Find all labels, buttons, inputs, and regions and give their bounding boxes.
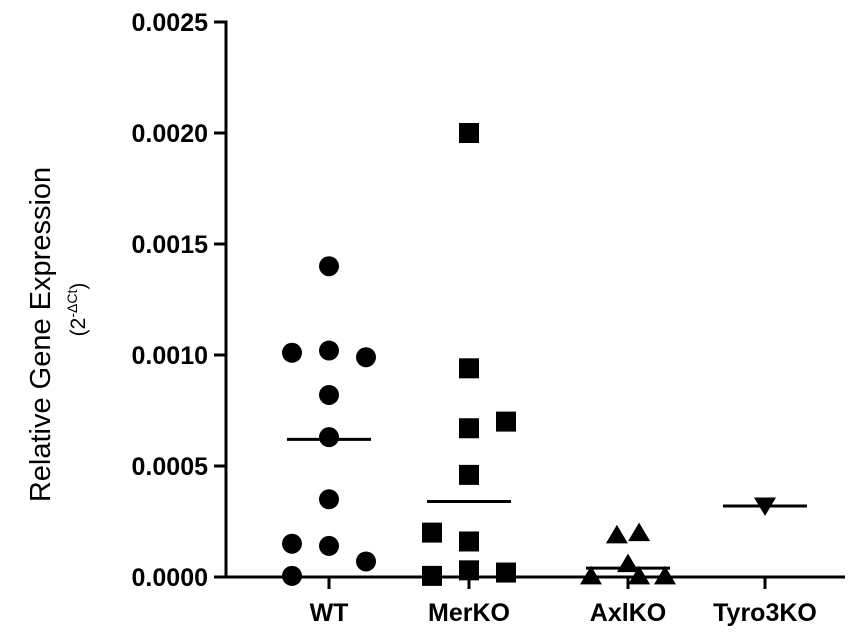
- data-point-merko: [459, 123, 479, 143]
- x-tick-label-tyro3ko: Tyro3KO: [713, 599, 817, 627]
- data-point-wt: [319, 427, 339, 448]
- data-point-merko: [459, 358, 479, 379]
- y-axis-unit-close: ): [67, 283, 90, 290]
- data-point-axlko: [580, 565, 602, 585]
- data-point-merko: [459, 560, 479, 581]
- data-point-axlko: [654, 565, 676, 585]
- y-axis-unit: (2-ΔCt): [64, 283, 90, 337]
- data-point-merko: [459, 531, 479, 552]
- y-tick-label: 0.0000: [132, 564, 208, 592]
- y-ticks: 0.0000 0.0005 0.0010 0.0015 0.0020 0.0025: [132, 9, 226, 592]
- data-point-wt: [356, 347, 376, 368]
- y-axis-unit-superscript: -ΔCt: [64, 290, 80, 318]
- data-point-wt: [319, 535, 339, 556]
- y-tick-label: 0.0005: [132, 453, 209, 481]
- x-tick-label-merko: MerKO: [428, 599, 510, 627]
- data-point-axlko: [628, 522, 651, 542]
- y-tick-label: 0.0010: [132, 342, 208, 370]
- data-point-wt: [319, 256, 339, 277]
- data-point-wt: [282, 565, 302, 586]
- data-point-wt: [356, 551, 376, 572]
- data-point-merko: [422, 565, 442, 586]
- y-axis-label-group: Relative Gene Expression (2-ΔCt): [25, 167, 90, 502]
- y-axis-label: Relative Gene Expression: [25, 167, 57, 502]
- axes: [224, 20, 845, 579]
- data-point-wt: [282, 533, 302, 554]
- y-tick-label: 0.0015: [132, 231, 209, 259]
- x-tick-label-axlko: AxlKO: [590, 599, 666, 627]
- data-point-axlko: [605, 524, 628, 544]
- data-point-merko: [459, 464, 479, 485]
- data-point-wt: [319, 489, 339, 510]
- x-ticks: WT MerKO AxlKO Tyro3KO: [310, 577, 817, 627]
- data-points: [282, 123, 776, 586]
- y-axis-unit-open: (2: [67, 318, 90, 337]
- x-tick-label-wt: WT: [310, 599, 349, 627]
- data-point-wt: [282, 342, 302, 363]
- data-point-merko: [459, 418, 479, 439]
- data-point-merko: [422, 522, 442, 543]
- data-point-merko: [496, 562, 516, 583]
- data-point-wt: [319, 340, 339, 361]
- mean-lines: [287, 437, 807, 570]
- data-point-merko: [496, 411, 516, 432]
- y-tick-label: 0.0025: [132, 9, 209, 37]
- data-point-wt: [319, 384, 339, 405]
- y-tick-label: 0.0020: [132, 120, 208, 148]
- data-point-axlko: [628, 565, 651, 585]
